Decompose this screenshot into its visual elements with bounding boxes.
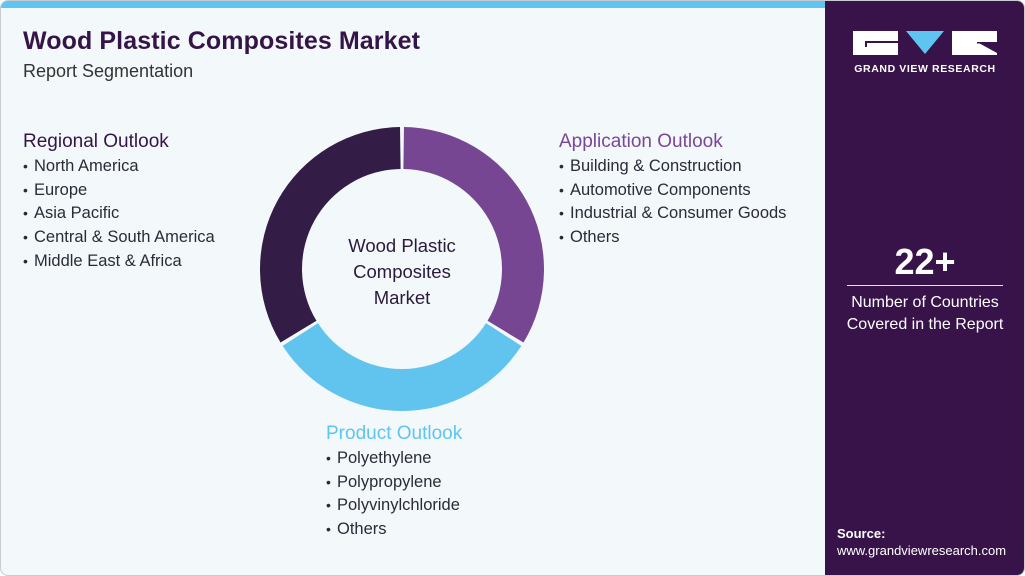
top-accent-bar — [1, 1, 825, 8]
list-item: North America — [23, 155, 215, 179]
list-item: Polyvinylchloride — [326, 494, 462, 518]
application-outlook-block: Application Outlook Building & Construct… — [559, 131, 786, 250]
center-label-line: Composites — [353, 261, 451, 282]
page-title: Wood Plastic Composites Market — [23, 27, 421, 55]
countries-description: Number of Countries Covered in the Repor… — [825, 292, 1024, 336]
brand-sidebar — [825, 1, 1024, 575]
list-item: Polyethylene — [326, 447, 462, 471]
source-link[interactable]: www.grandviewresearch.com — [837, 543, 1007, 558]
donut-segment-regional-outlook — [260, 127, 401, 343]
stat-divider — [847, 285, 1003, 286]
product-outlook-block: Product Outlook Polyethylene Polypropyle… — [326, 423, 462, 542]
list-item: Others — [559, 226, 786, 250]
donut-segment-application-outlook — [403, 127, 544, 343]
product-outlook-list: Polyethylene Polypropylene Polyvinylchlo… — [326, 447, 462, 542]
regional-outlook-list: North America Europe Asia Pacific Centra… — [23, 155, 215, 274]
list-item: Central & South America — [23, 226, 215, 250]
countries-count: 22+ — [894, 241, 956, 282]
list-item: Others — [326, 518, 462, 542]
center-label-line: Wood Plastic — [348, 235, 456, 256]
list-item: Industrial & Consumer Goods — [559, 202, 786, 226]
list-item: Automotive Components — [559, 179, 786, 203]
application-outlook-heading: Application Outlook — [559, 131, 723, 152]
list-item: Building & Construction — [559, 155, 786, 179]
center-label-line: Market — [373, 287, 431, 308]
product-outlook-heading: Product Outlook — [326, 423, 463, 444]
segmentation-donut-chart — [260, 127, 544, 411]
stat-desc-line: Number of Countries — [851, 294, 999, 311]
donut-center-label: Wood Plastic Composites Market — [317, 233, 487, 311]
regional-outlook-heading: Regional Outlook — [23, 131, 169, 152]
brand-name: GRAND VIEW RESEARCH — [854, 63, 996, 75]
stat-desc-line: Covered in the Report — [846, 316, 1004, 333]
list-item: Middle East & Africa — [23, 250, 215, 274]
regional-outlook-block: Regional Outlook North America Europe As… — [23, 131, 215, 274]
list-item: Europe — [23, 179, 215, 203]
list-item: Polypropylene — [326, 471, 462, 495]
donut-segments — [260, 127, 544, 411]
gvr-logo-icon — [853, 31, 997, 55]
page-subtitle: Report Segmentation — [23, 61, 194, 81]
source-label: Source: — [837, 526, 886, 541]
list-item: Asia Pacific — [23, 202, 215, 226]
application-outlook-list: Building & Construction Automotive Compo… — [559, 155, 786, 250]
donut-segment-product-outlook — [282, 323, 522, 411]
